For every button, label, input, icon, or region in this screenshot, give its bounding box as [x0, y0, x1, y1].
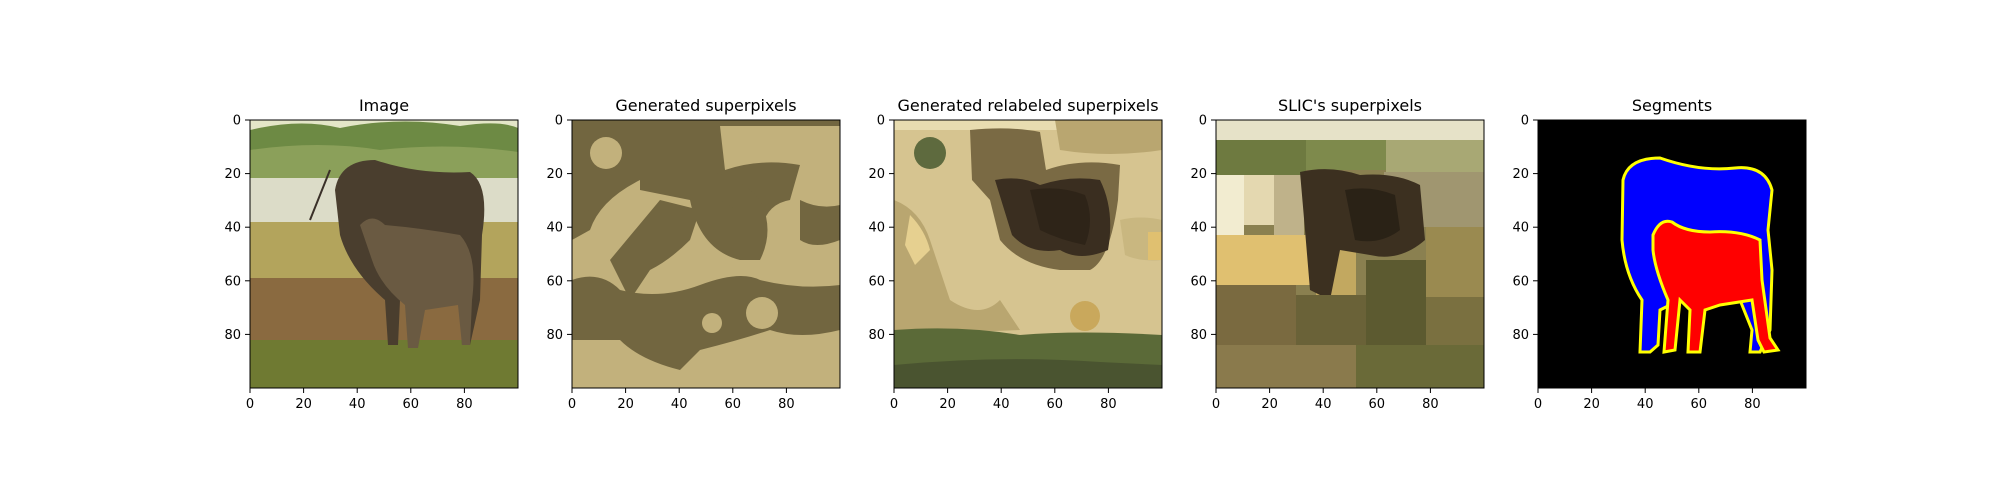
panel-segments: Segments 0 20 40 60 80 0 20 40 60 80 — [1512, 96, 1807, 412]
x-tick-label: 20 — [295, 397, 312, 412]
panel-title: Segments — [1632, 96, 1712, 115]
y-tick-label: 0 — [1199, 114, 1207, 129]
x-tick-label: 80 — [1100, 397, 1117, 412]
y-axis: 0 20 40 60 80 — [224, 114, 250, 343]
segments-mask — [1538, 120, 1806, 388]
generated-superpixels-image — [572, 120, 840, 388]
x-axis: 0 20 40 60 80 — [1534, 388, 1761, 412]
axes-frame — [1215, 119, 1485, 389]
y-tick-label: 40 — [1512, 221, 1529, 236]
y-tick-label: 60 — [546, 274, 563, 289]
y-tick-label: 80 — [1190, 328, 1207, 343]
y-tick-label: 40 — [868, 221, 885, 236]
x-tick-label: 40 — [1637, 397, 1654, 412]
panel-title: Generated superpixels — [615, 96, 796, 115]
x-tick-label: 40 — [1315, 397, 1332, 412]
panel-title: Generated relabeled superpixels — [897, 96, 1158, 115]
y-tick-label: 20 — [224, 167, 241, 182]
x-tick-label: 20 — [939, 397, 956, 412]
x-axis: 0 20 40 60 80 — [568, 388, 795, 412]
x-tick-label: 80 — [1744, 397, 1761, 412]
y-axis: 0 20 40 60 80 — [1190, 114, 1216, 343]
x-tick-label: 0 — [1534, 397, 1542, 412]
x-tick-label: 0 — [246, 397, 254, 412]
y-tick-label: 20 — [546, 167, 563, 182]
x-axis: 0 20 40 60 80 — [1212, 388, 1439, 412]
x-tick-label: 20 — [1583, 397, 1600, 412]
y-tick-label: 0 — [877, 114, 885, 129]
axes-frame — [1537, 119, 1807, 389]
x-tick-label: 40 — [671, 397, 688, 412]
y-tick-label: 80 — [868, 328, 885, 343]
x-tick-label: 60 — [725, 397, 742, 412]
x-tick-label: 0 — [568, 397, 576, 412]
x-tick-label: 0 — [1212, 397, 1220, 412]
y-tick-label: 80 — [224, 328, 241, 343]
x-tick-label: 40 — [993, 397, 1010, 412]
y-tick-label: 40 — [546, 221, 563, 236]
x-tick-label: 0 — [890, 397, 898, 412]
x-tick-label: 60 — [1047, 397, 1064, 412]
x-tick-label: 60 — [1691, 397, 1708, 412]
y-axis: 0 20 40 60 80 — [1512, 114, 1538, 343]
y-tick-label: 0 — [233, 114, 241, 129]
x-tick-label: 80 — [778, 397, 795, 412]
axes-frame — [249, 119, 519, 389]
axes-frame — [893, 119, 1163, 389]
x-tick-label: 80 — [456, 397, 473, 412]
y-tick-label: 80 — [1512, 328, 1529, 343]
y-axis: 0 20 40 60 80 — [868, 114, 894, 343]
x-tick-label: 60 — [1369, 397, 1386, 412]
y-axis: 0 20 40 60 80 — [546, 114, 572, 343]
y-tick-label: 80 — [546, 328, 563, 343]
axes-frame — [571, 119, 841, 389]
y-tick-label: 0 — [1521, 114, 1529, 129]
y-tick-label: 60 — [1190, 274, 1207, 289]
x-axis: 0 20 40 60 80 — [890, 388, 1117, 412]
y-tick-label: 20 — [1190, 167, 1207, 182]
image-photo — [250, 120, 518, 388]
y-tick-label: 60 — [1512, 274, 1529, 289]
panel-generated-relabeled-superpixels: Generated relabeled superpixels 0 20 40 60 8… — [868, 96, 1163, 412]
y-tick-label: 20 — [868, 167, 885, 182]
slic-superpixels-image — [1216, 120, 1484, 388]
y-tick-label: 40 — [224, 221, 241, 236]
relabeled-superpixels-image — [894, 120, 1162, 388]
x-tick-label: 80 — [1422, 397, 1439, 412]
x-tick-label: 20 — [1261, 397, 1278, 412]
x-axis: 0 20 40 60 80 — [246, 388, 473, 412]
y-tick-label: 40 — [1190, 221, 1207, 236]
x-tick-label: 60 — [403, 397, 420, 412]
y-tick-label: 0 — [555, 114, 563, 129]
panel-title: Image — [359, 96, 409, 115]
panel-generated-superpixels: Generated superpixels 0 20 40 60 80 0 20 40 60 8… — [546, 96, 841, 412]
panel-title: SLIC's superpixels — [1278, 96, 1422, 115]
y-tick-label: 60 — [224, 274, 241, 289]
y-tick-label: 60 — [868, 274, 885, 289]
x-tick-label: 40 — [349, 397, 366, 412]
x-tick-label: 20 — [617, 397, 634, 412]
lamb-segment — [1651, 219, 1781, 354]
panel-image: Image 0 20 40 60 80 0 20 40 60 80 — [224, 96, 519, 412]
y-tick-label: 20 — [1512, 167, 1529, 182]
